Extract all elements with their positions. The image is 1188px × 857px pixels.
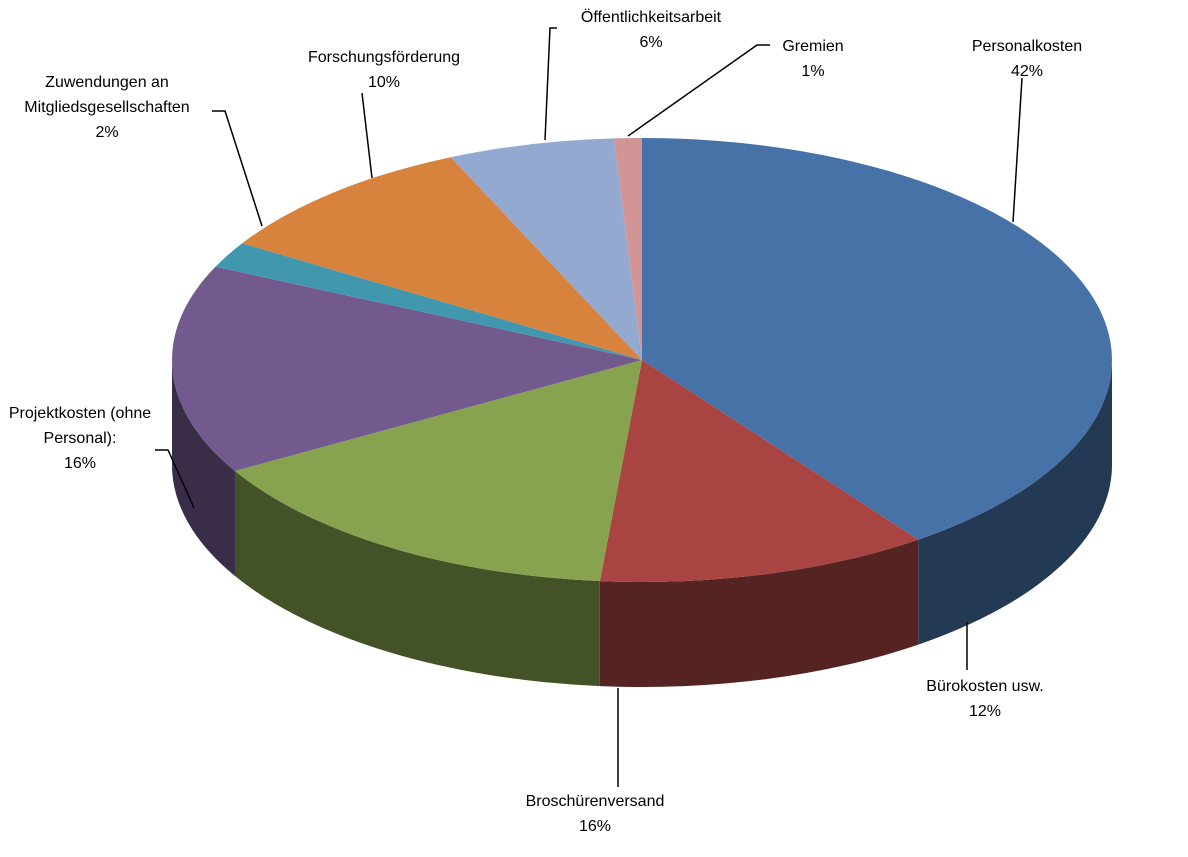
value-label: 16% <box>63 455 97 472</box>
data-label: Bürokosten usw. 12% <box>926 674 1043 724</box>
data-label: Broschürenversand 16% <box>526 789 665 839</box>
slice <box>215 243 642 360</box>
value-label: 16% <box>578 818 612 835</box>
slice-side <box>918 360 1112 645</box>
leader-line <box>544 27 557 141</box>
leader-line <box>627 44 770 137</box>
data-label: Zuwendungen an Mitgliedsgesellschaften 2% <box>2 70 212 145</box>
slice-side <box>172 360 235 576</box>
category-label: Öffentlichkeitsarbeit <box>580 9 722 26</box>
slice <box>599 360 919 583</box>
slice <box>242 157 643 360</box>
category-label: Broschürenversand <box>525 793 665 810</box>
value-label: 10% <box>367 74 401 91</box>
value-label: 6% <box>639 34 663 51</box>
slice <box>234 360 642 582</box>
data-label: Forschungsförderung 10% <box>308 45 460 95</box>
category-label: Projektkosten (ohne Personal): <box>8 405 152 447</box>
data-label: Personalkosten 42% <box>972 34 1082 84</box>
leader-line <box>212 110 263 227</box>
slice <box>450 138 642 360</box>
leader-line <box>1012 77 1023 223</box>
category-label: Personalkosten <box>971 38 1083 55</box>
value-label: 12% <box>968 703 1002 720</box>
category-label: Bürokosten usw. <box>926 678 1044 695</box>
slice-side <box>234 471 600 687</box>
slice-side <box>599 539 919 687</box>
value-label: 2% <box>95 124 119 141</box>
category-label: Zuwendungen an Mitgliedsgesellschaften <box>24 74 190 116</box>
data-label: Gremien 1% <box>782 34 843 84</box>
value-label: 42% <box>1010 63 1044 80</box>
data-label: Projektkosten (ohne Personal): 16% <box>5 401 155 476</box>
category-label: Forschungsförderung <box>307 49 461 66</box>
category-label: Gremien <box>782 38 844 55</box>
data-label: Öffentlichkeitsarbeit 6% <box>581 5 721 55</box>
slice <box>171 266 642 471</box>
slice <box>642 138 1112 540</box>
leader-line <box>361 92 373 179</box>
value-label: 1% <box>801 63 825 80</box>
leader-line <box>155 449 195 509</box>
slice <box>613 138 642 360</box>
